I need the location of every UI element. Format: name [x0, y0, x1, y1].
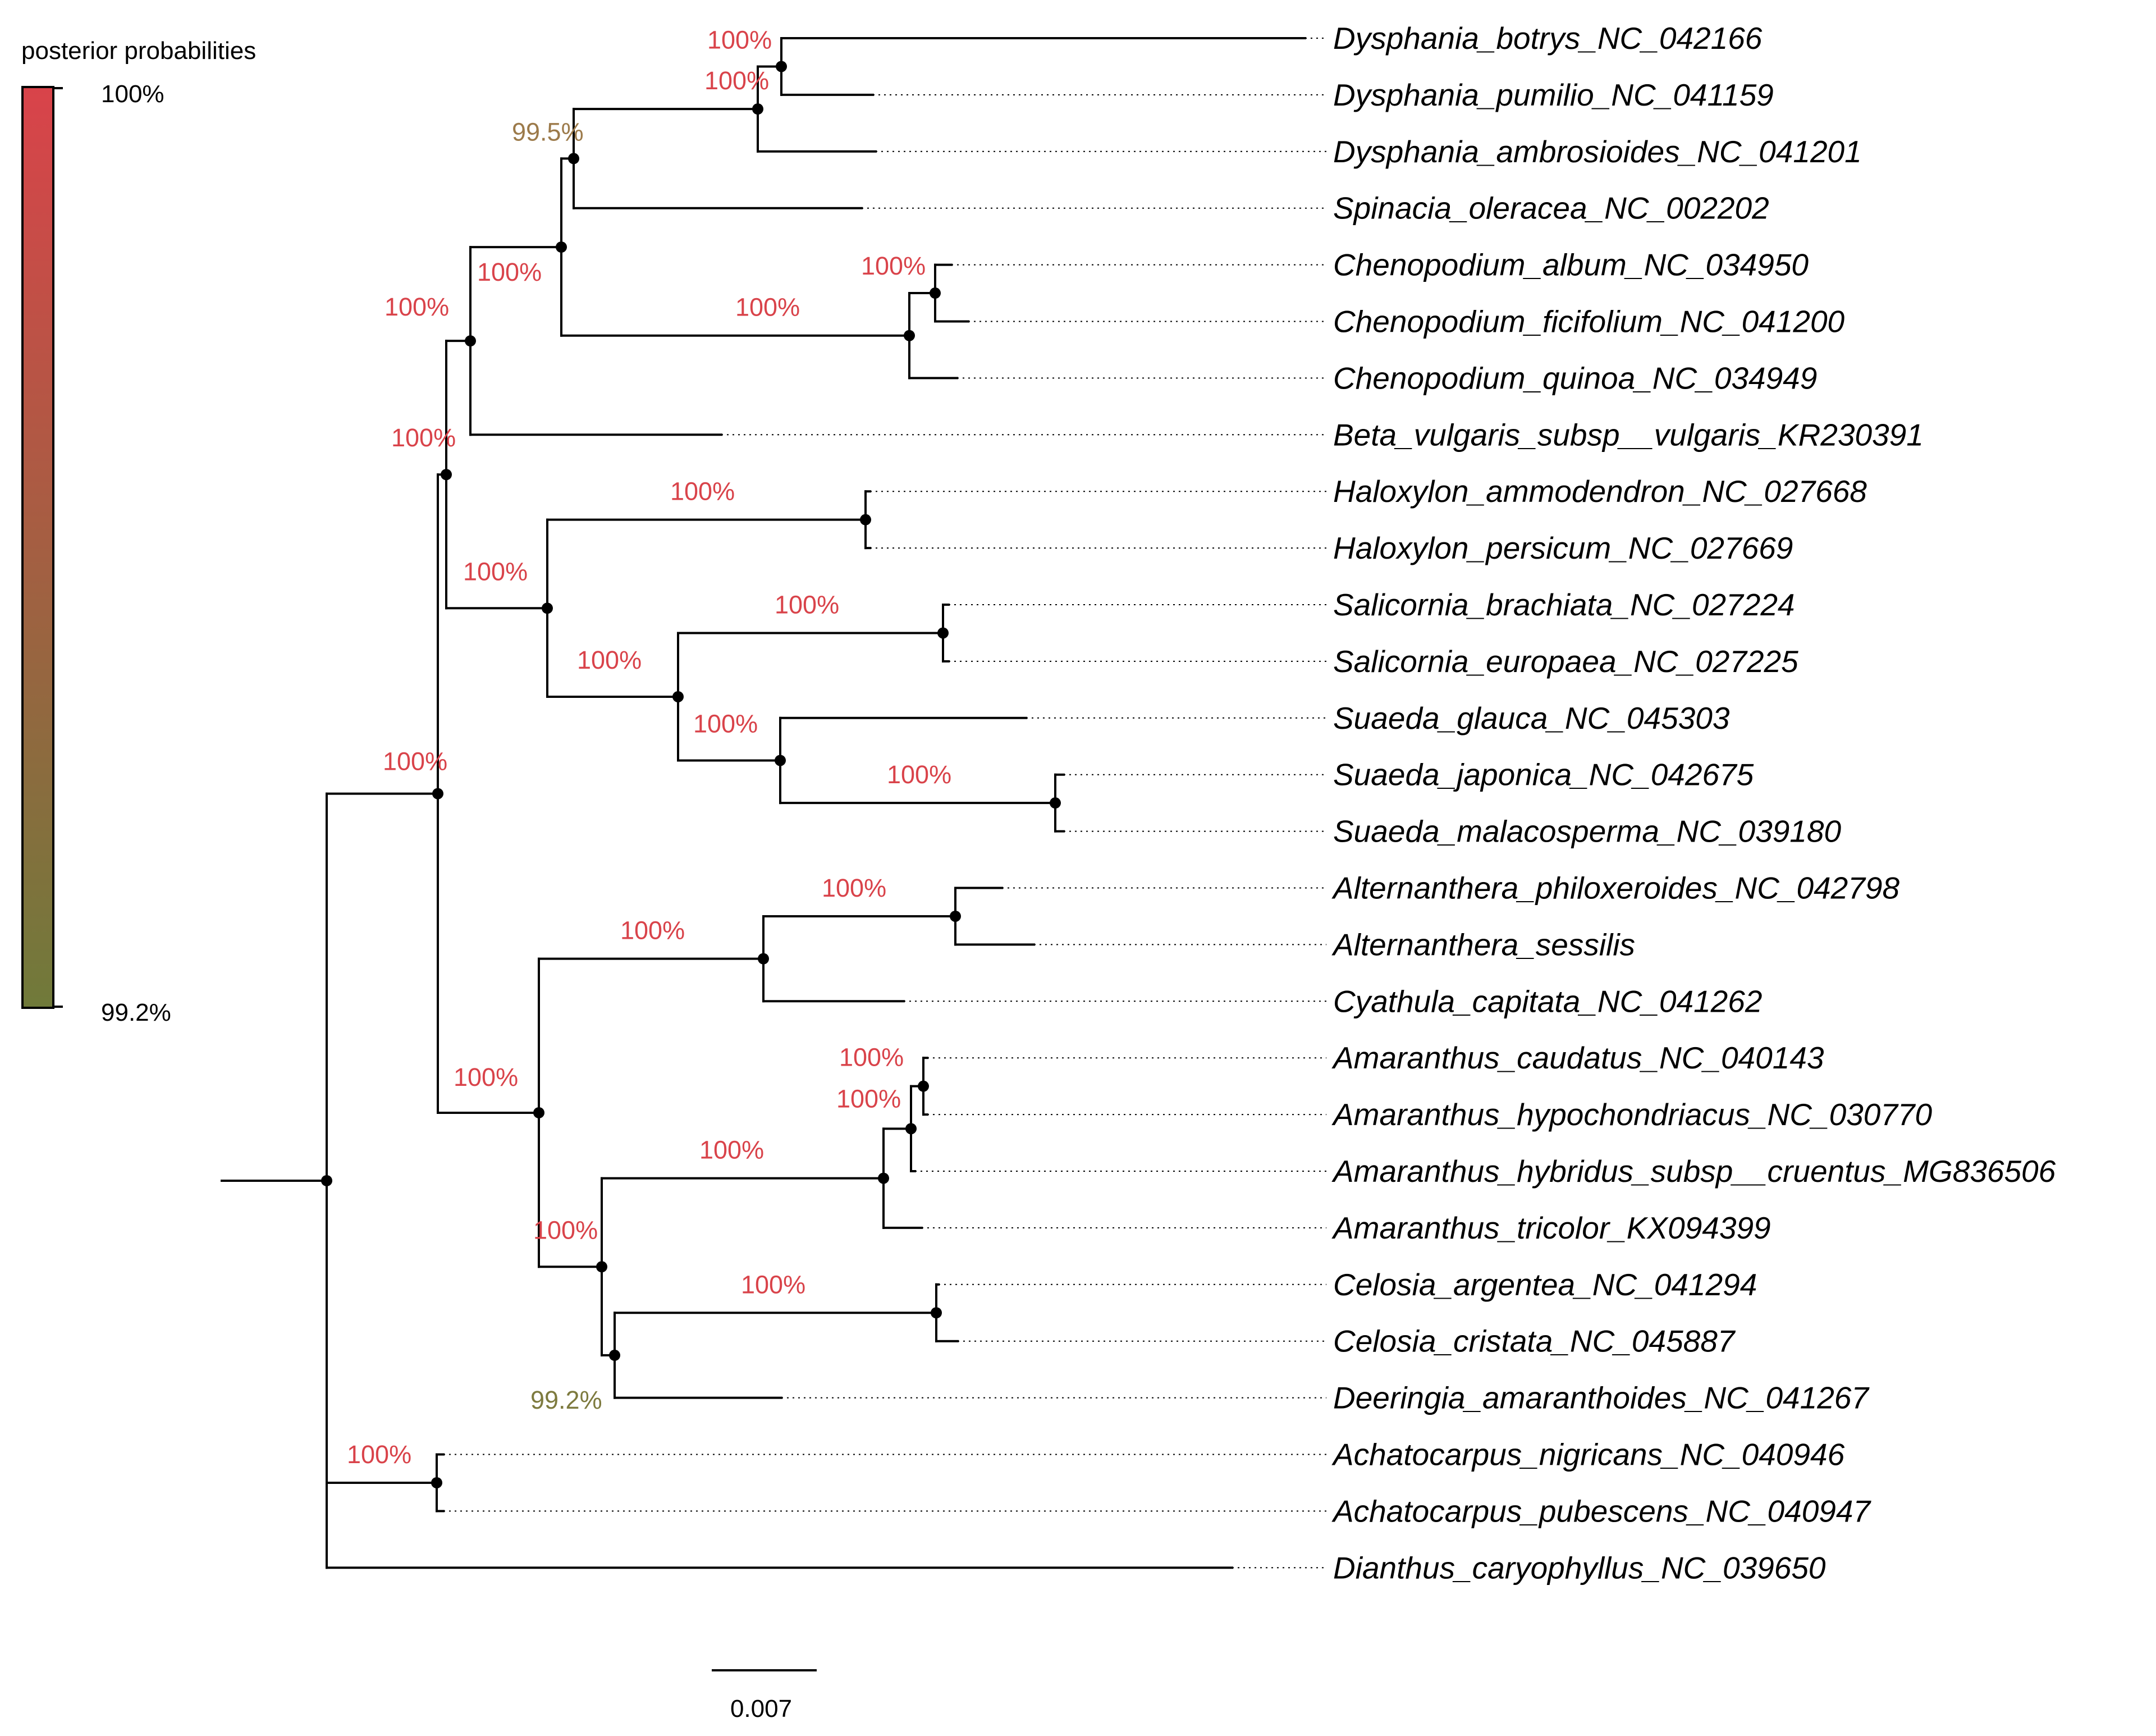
- node-dot: [432, 788, 443, 800]
- taxon-label: Dysphania_ambrosioides_NC_041201: [1333, 134, 1862, 169]
- tree-branches: [221, 37, 1306, 1569]
- support-label: 100%: [699, 1136, 764, 1164]
- taxon-label: Amaranthus_tricolor_KX094399: [1331, 1210, 1771, 1245]
- support-label: 100%: [861, 252, 926, 280]
- node-markers: [321, 61, 1061, 1488]
- taxon-label: Amaranthus_hypochondriacus_NC_030770: [1331, 1097, 1933, 1132]
- support-label: 100%: [741, 1270, 805, 1299]
- support-label: 100%: [822, 874, 886, 902]
- node-dot: [441, 469, 452, 481]
- node-dot: [776, 61, 787, 72]
- node-dot: [937, 627, 949, 639]
- legend-color-bar: [21, 86, 54, 1009]
- support-label: 100%: [836, 1084, 901, 1113]
- node-dot: [556, 241, 567, 253]
- support-label: 100%: [577, 646, 642, 674]
- taxon-label: Alternanthera_philoxeroides_NC_042798: [1331, 871, 1899, 906]
- taxon-label: Celosia_cristata_NC_045887: [1333, 1324, 1736, 1359]
- node-dot: [568, 153, 579, 165]
- support-label: 100%: [533, 1216, 598, 1244]
- node-dot: [465, 335, 476, 347]
- taxon-label: Achatocarpus_pubescens_NC_040947: [1331, 1493, 1871, 1528]
- support-label: 100%: [775, 590, 839, 619]
- support-label: 99.5%: [512, 117, 584, 146]
- taxon-label: Spinacia_oleracea_NC_002202: [1333, 191, 1769, 226]
- support-label: 100%: [454, 1063, 518, 1091]
- taxon-label: Amaranthus_caudatus_NC_040143: [1331, 1040, 1824, 1075]
- node-dot: [321, 1175, 332, 1186]
- support-label: 100%: [620, 916, 685, 945]
- legend: posterior probabilities 100% 99.2%: [21, 37, 256, 1026]
- node-dot: [904, 330, 915, 341]
- node-dot: [533, 1107, 544, 1118]
- node-dot: [930, 287, 941, 299]
- legend-title: posterior probabilities: [21, 37, 256, 65]
- support-label: 100%: [670, 477, 735, 506]
- support-label: 100%: [463, 557, 528, 586]
- node-dot: [596, 1261, 607, 1273]
- support-label: 100%: [707, 25, 772, 54]
- taxon-label: Cyathula_capitata_NC_041262: [1333, 984, 1762, 1018]
- node-dot: [931, 1307, 942, 1319]
- node-dot: [905, 1123, 917, 1135]
- legend-min-label: 99.2%: [101, 999, 171, 1026]
- scale-bar-label: 0.007: [730, 1695, 792, 1723]
- node-dot: [609, 1349, 620, 1361]
- support-label: 100%: [839, 1043, 904, 1072]
- support-label: 100%: [347, 1440, 411, 1469]
- taxon-label: Celosia_argentea_NC_041294: [1333, 1267, 1757, 1302]
- taxon-label: Haloxylon_ammodendron_NC_027668: [1333, 474, 1867, 509]
- taxon-label: Chenopodium_ficifolium_NC_041200: [1333, 304, 1845, 339]
- taxon-label: Suaeda_glauca_NC_045303: [1333, 701, 1730, 735]
- taxon-labels: Dysphania_botrys_NC_042166 Dysphania_pumi…: [1331, 21, 2056, 1585]
- node-dot: [672, 691, 684, 702]
- support-label: 100%: [704, 66, 769, 95]
- taxon-label: Suaeda_malacosperma_NC_039180: [1333, 814, 1841, 849]
- support-label: 100%: [693, 709, 758, 738]
- taxon-label: Chenopodium_quinoa_NC_034949: [1333, 360, 1817, 395]
- support-label: 100%: [887, 760, 951, 789]
- taxon-label: Dysphania_pumilio_NC_041159: [1333, 77, 1774, 112]
- taxon-label: Chenopodium_album_NC_034950: [1333, 248, 1809, 282]
- node-dot: [752, 103, 763, 115]
- support-label: 100%: [391, 423, 456, 452]
- node-dot: [950, 910, 961, 922]
- node-dot: [775, 755, 786, 766]
- node-dot: [1050, 797, 1061, 809]
- node-dot: [758, 953, 769, 965]
- support-label: 100%: [735, 293, 800, 322]
- support-label: 100%: [477, 258, 542, 286]
- legend-max-label: 100%: [101, 80, 164, 108]
- support-label: 100%: [384, 293, 449, 321]
- node-dot: [878, 1172, 889, 1184]
- taxon-label: Beta_vulgaris_subsp__vulgaris_KR230391: [1333, 417, 1924, 452]
- support-label: 99.2%: [530, 1386, 602, 1414]
- tip-leader-lines: [443, 38, 1326, 1569]
- support-labels: 100% 100% 99.5% 100% 100% 100% 100% 100% 100% 100…: [347, 25, 951, 1469]
- taxon-label: Deeringia_amaranthoides_NC_041267: [1333, 1381, 1870, 1415]
- taxon-label: Salicornia_brachiata_NC_027224: [1333, 587, 1795, 622]
- taxon-label: Amaranthus_hybridus_subsp__cruentus_MG83…: [1331, 1154, 2056, 1189]
- node-dot: [431, 1477, 442, 1488]
- node-dot: [860, 514, 871, 526]
- node-dot: [918, 1080, 929, 1092]
- taxon-label: Salicornia_europaea_NC_027225: [1333, 644, 1798, 679]
- taxon-label: Achatocarpus_nigricans_NC_040946: [1331, 1437, 1845, 1472]
- scale-bar: 0.007: [712, 1669, 817, 1723]
- taxon-label: Dianthus_caryophyllus_NC_039650: [1333, 1550, 1826, 1585]
- node-dot: [542, 602, 553, 614]
- taxon-label: Alternanthera_sessilis: [1331, 927, 1635, 962]
- taxon-label: Haloxylon_persicum_NC_027669: [1333, 531, 1793, 565]
- support-label: 100%: [383, 747, 447, 776]
- taxon-label: Suaeda_japonica_NC_042675: [1333, 757, 1754, 792]
- taxon-label: Dysphania_botrys_NC_042166: [1333, 21, 1763, 56]
